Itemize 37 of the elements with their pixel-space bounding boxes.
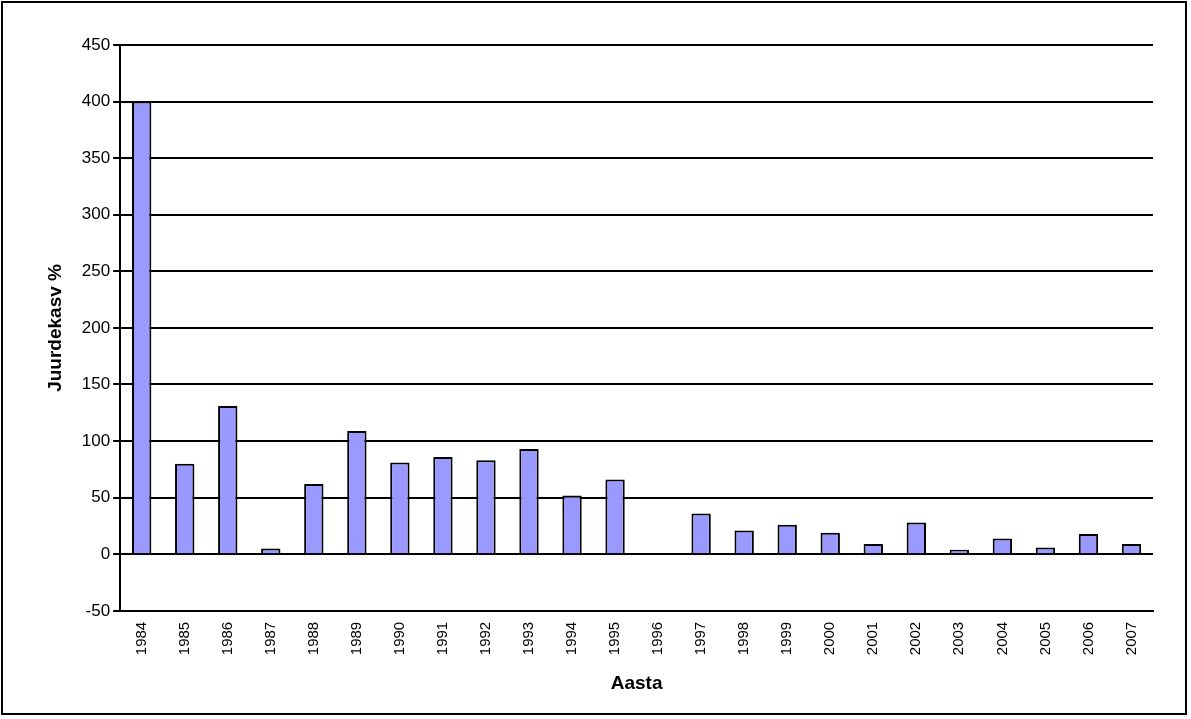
x-tick-label: 1984 (131, 621, 149, 656)
x-tick-label: 2004 (992, 621, 1010, 656)
x-axis-title: Aasta (610, 671, 663, 693)
x-tick-label: 1998 (734, 621, 752, 656)
y-tick-label: 200 (81, 317, 111, 337)
y-tick-label: 150 (81, 374, 111, 394)
x-tick-label: 1995 (605, 621, 623, 656)
x-tick-label: 2005 (1035, 621, 1053, 656)
x-tick-label: 2001 (863, 621, 881, 656)
y-tick-label: -50 (85, 600, 111, 620)
x-tick-label: 1991 (433, 621, 451, 656)
y-tick-label: 250 (81, 261, 111, 281)
x-tick-label: 1996 (648, 621, 666, 656)
x-tick-label: 2006 (1078, 621, 1096, 656)
x-tick-label: 1990 (390, 621, 408, 656)
x-tick-label: 2002 (906, 621, 924, 656)
y-tick-label: 350 (81, 147, 111, 167)
x-tick-label: 1993 (519, 621, 537, 656)
y-tick-label: 50 (91, 487, 111, 507)
x-tick-label: 1997 (691, 621, 709, 656)
x-tick-label: 2003 (949, 621, 967, 656)
x-tick-label: 1985 (174, 621, 192, 656)
x-tick-label: 2007 (1121, 621, 1139, 656)
x-tick-label: 1987 (260, 621, 278, 656)
x-tick-label: 1994 (562, 621, 580, 656)
y-tick-label: 100 (81, 430, 111, 450)
x-tick-label: 2000 (820, 621, 838, 656)
x-tick-label: 1992 (476, 621, 494, 656)
y-tick-label: 400 (81, 91, 111, 111)
x-tick-label: 1986 (217, 621, 235, 656)
y-tick-label: 450 (81, 34, 111, 54)
x-tick-label: 1989 (347, 621, 364, 656)
y-axis-title: Juurdekasv % (43, 263, 65, 392)
x-tick-label: 1999 (777, 621, 795, 656)
y-tick-label: 0 (100, 543, 111, 563)
x-tick-label: 1988 (303, 621, 321, 656)
y-tick-label: 300 (81, 204, 111, 224)
